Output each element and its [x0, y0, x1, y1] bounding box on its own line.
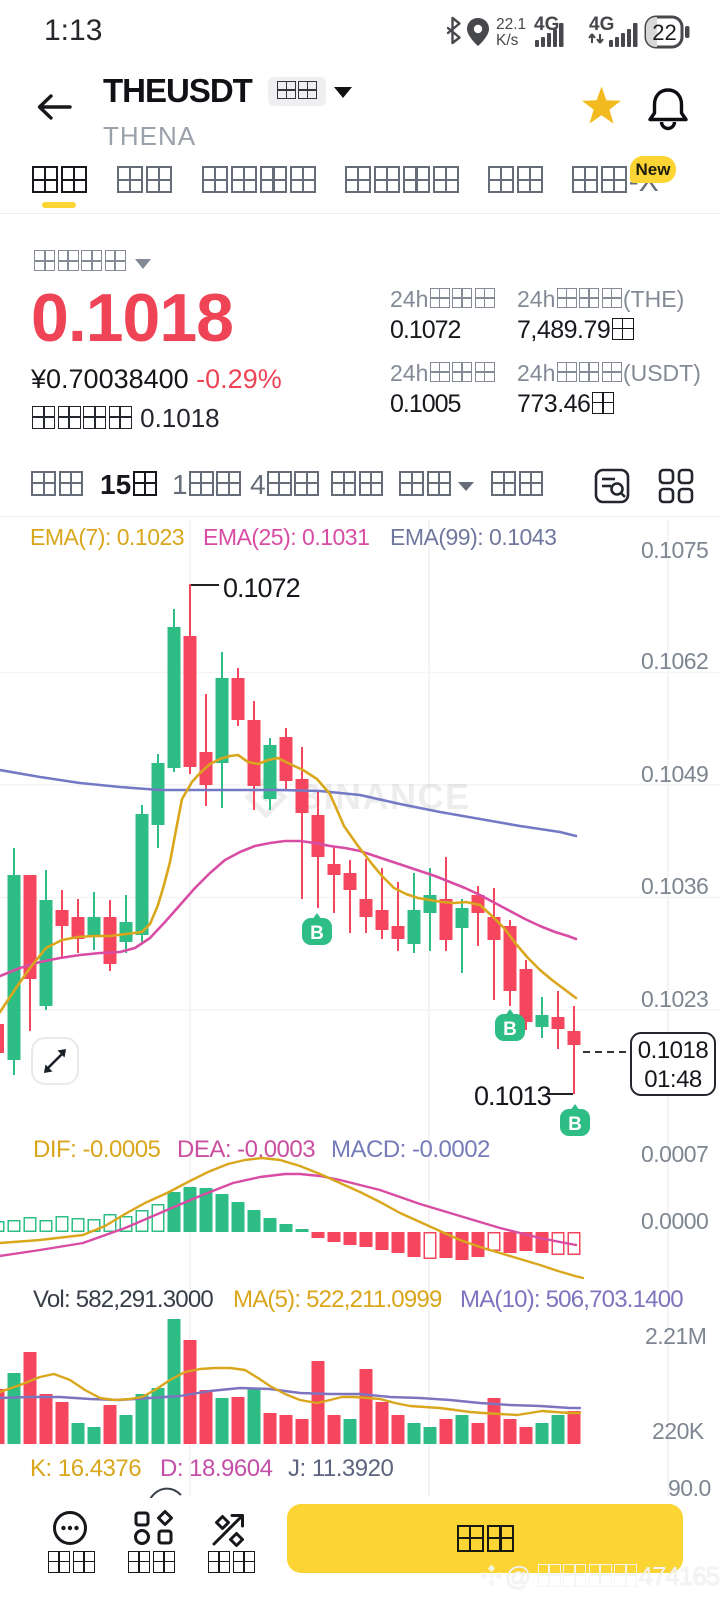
svg-text:K/s: K/s	[496, 32, 519, 49]
svg-text:22: 22	[652, 20, 676, 45]
svg-text:4G: 4G	[589, 14, 614, 35]
svg-text:B: B	[568, 1114, 582, 1135]
svg-text:4G: 4G	[534, 14, 559, 35]
svg-text:BINANCE: BINANCE	[296, 776, 471, 817]
svg-text:B: B	[310, 923, 324, 944]
svg-text:22.1: 22.1	[496, 16, 526, 33]
svg-text:B: B	[503, 1019, 517, 1040]
